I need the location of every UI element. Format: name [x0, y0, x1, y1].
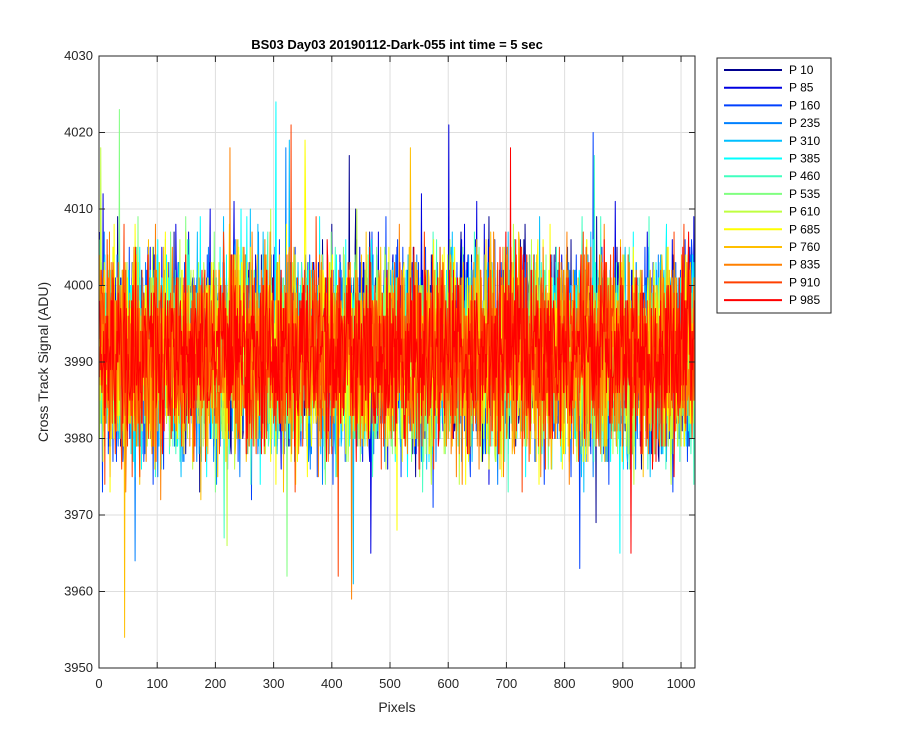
y-tick-label: 3960: [64, 584, 93, 599]
legend-label: P 835: [789, 258, 820, 272]
y-tick-label: 4010: [64, 201, 93, 216]
x-tick-label: 300: [263, 676, 285, 691]
x-tick-label: 600: [437, 676, 459, 691]
y-tick-label: 4000: [64, 278, 93, 293]
legend-label: P 535: [789, 187, 820, 201]
y-tick-label: 3950: [64, 660, 93, 675]
legend-items: P 10 P 85 P 160 P 235 P 310 P 385 P 460 P 535 P …: [724, 63, 820, 307]
series-lines: [99, 101, 696, 638]
legend-label: P 610: [789, 205, 820, 219]
legend-label: P 385: [789, 152, 820, 166]
y-axis-label: Cross Track Signal (ADU): [35, 282, 51, 442]
legend-label: P 10: [789, 63, 814, 77]
x-tick-label: 1000: [667, 676, 696, 691]
legend-label: P 985: [789, 293, 820, 307]
x-tick-label: 400: [321, 676, 343, 691]
tick-marks: [98, 55, 695, 669]
x-tick-label: 500: [379, 676, 401, 691]
x-tick-label: 800: [554, 676, 576, 691]
x-tick-label: 0: [95, 676, 102, 691]
y-tick-label: 3970: [64, 507, 93, 522]
legend-label: P 760: [789, 240, 820, 254]
legend-label: P 910: [789, 275, 820, 289]
y-tick-labels: 3950 3960 3970 3980 3990 4000 4010 4020 4030: [64, 48, 93, 675]
x-tick-label: 100: [146, 676, 168, 691]
y-tick-label: 4020: [64, 125, 93, 140]
x-tick-label: 700: [496, 676, 518, 691]
legend-label: P 460: [789, 169, 820, 183]
y-tick-label: 4030: [64, 48, 93, 63]
x-tick-labels: 0 100 200 300 400 500 600 700 800 900 1000: [95, 676, 695, 691]
legend-box: [716, 57, 832, 314]
x-axis-label: Pixels: [378, 699, 415, 715]
legend-label: P 235: [789, 116, 820, 130]
x-tick-label: 900: [612, 676, 634, 691]
legend-label: P 310: [789, 134, 820, 148]
x-tick-label: 200: [205, 676, 227, 691]
legend-label: P 685: [789, 222, 820, 236]
series-line: [99, 147, 696, 554]
y-tick-label: 3980: [64, 431, 93, 446]
plot-area: [98, 55, 696, 669]
chart-title: BS03 Day03 20190112-Dark-055 int time = …: [251, 37, 543, 52]
legend-label: P 85: [789, 81, 814, 95]
legend: P 10 P 85 P 160 P 235 P 310 P 385 P 460 P 535 P …: [716, 57, 832, 314]
y-tick-label: 3990: [64, 354, 93, 369]
legend-label: P 160: [789, 98, 820, 112]
